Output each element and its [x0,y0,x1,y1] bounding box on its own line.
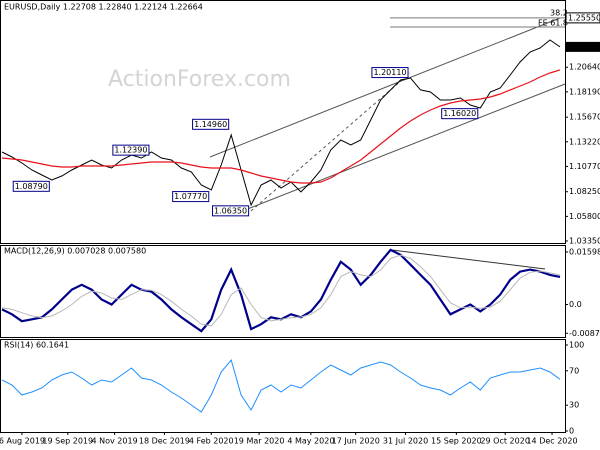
annotation-box [212,205,250,217]
macd-divergence-line [391,249,546,270]
y-tick-label: 100 [569,341,584,350]
x-tick-label: 15 Sep 2020 [431,437,482,446]
last-price-box [566,41,600,52]
x-tick-label: 31 Jul 2020 [383,437,428,446]
series-line [1,69,561,184]
price-title: EURUSD,Daily 1.22708 1.22840 1.22124 1.2… [4,3,203,12]
y-tick-label: 1.18190 [569,87,600,96]
y-tick-label: 1.03350 [569,236,600,245]
annotation-box [371,67,409,79]
last-price-label: 1.22664 [568,42,600,51]
annotation-label: 1.20110 [373,68,406,77]
annotation-box [192,118,230,130]
annotation-label: 1.08790 [15,182,48,191]
price-panel-frame [0,0,566,244]
series-line [1,254,561,327]
x-tick-label: 19 Sep 2019 [42,437,93,446]
annotation-label: 1.06350 [214,206,247,215]
x-tick-label: 6 Aug 2019 [0,437,45,446]
x-tick-label: 4 Nov 2019 [92,437,138,446]
y-tick-label: -0.008762 [569,329,600,338]
level-label-box [565,12,600,24]
x-tick-label: 17 Jun 2020 [332,437,380,446]
annotation-box [12,180,50,192]
y-tick-label: 30 [569,401,579,410]
rsi-panel-frame [0,339,566,433]
series-line [1,39,561,207]
annotation-label: 1.14960 [194,120,227,129]
y-tick-label: 1.05800 [569,212,600,221]
watermark: ActionForex.com [108,67,291,92]
fib-dashed-line [250,72,411,212]
x-tick-label: 14 Dec 2020 [526,437,577,446]
macd-panel-frame [0,245,566,338]
y-tick-label: 1.20640 [569,63,600,72]
y-tick-label: 0 [569,427,574,436]
x-tick-label: 4 Feb 2020 [189,437,234,446]
annotation-box [441,108,479,120]
annotation-label: 1.16020 [443,109,476,118]
annotation-box [112,144,150,156]
channel-upper [209,17,561,158]
y-tick-label: 1.08250 [569,187,600,196]
x-tick-label: 18 Dec 2019 [139,437,190,446]
x-tick-label: 29 Oct 2020 [480,437,529,446]
y-tick-label: 1.10770 [569,162,600,171]
fib-label: 38.2 [550,9,568,18]
annotation-box [172,191,210,203]
level-label: 1.25550 [568,13,600,22]
annotation-label: 1.12390 [114,146,147,155]
y-tick-label: 0.015983 [569,247,600,256]
y-tick-label: 0.0 [569,300,582,309]
series-line [1,358,561,413]
x-tick-label: 19 Mar 2020 [234,437,285,446]
y-tick-label: 70 [569,366,579,375]
rsi-title: RSI(14) 60.1641 [4,341,69,350]
annotation-label: 1.07770 [174,192,207,201]
y-tick-label: 1.15670 [569,113,600,122]
y-tick-label: 1.13220 [569,137,600,146]
x-tick-label: 4 May 2020 [287,437,334,446]
macd-title: MACD(12,26,9) 0.007028 0.007580 [4,247,146,256]
fib-label: FE 61.8 [538,19,568,28]
